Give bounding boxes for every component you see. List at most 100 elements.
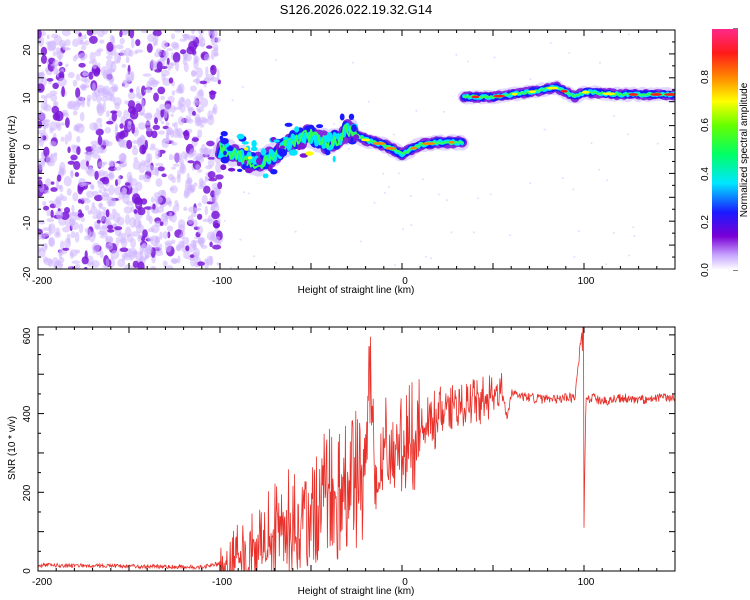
spectrogram-noise-blob	[172, 163, 180, 167]
spectrogram-noise-blob	[169, 185, 178, 194]
spectrogram-blob	[220, 164, 227, 171]
spectrogram-noise-blob	[191, 212, 197, 218]
spectrogram-noise-blob	[119, 37, 125, 45]
spectrogram-noise-blob	[84, 266, 88, 269]
spectrogram-noise-blob	[212, 244, 222, 250]
spectrogram-noise-blob	[183, 250, 190, 260]
spectrogram-blob	[312, 127, 316, 132]
spectrogram-noise-blob	[114, 226, 123, 231]
spectrogram-noise-blob	[103, 188, 110, 192]
spectrogram-noise-blob	[171, 142, 178, 146]
spectrogram-noise-blob	[68, 265, 73, 269]
spectrogram-noise-blob	[70, 144, 77, 149]
spectrogram-noise-blob	[151, 208, 160, 214]
spectrogram-noise-blob	[605, 179, 608, 182]
spectrogram-blob	[270, 151, 275, 158]
spectrogram-noise-blob	[131, 193, 141, 205]
spectrogram-noise-blob	[80, 83, 87, 91]
spectrogram-hot-spot	[372, 142, 386, 145]
spectrogram-blob	[278, 148, 288, 157]
spectrogram-noise-blob	[217, 217, 221, 225]
spectrogram-noise-blob	[96, 102, 105, 114]
spectrogram-noise-blob	[183, 190, 190, 199]
spectrogram-noise-blob	[121, 252, 129, 259]
spectrogram-noise-blob	[38, 120, 43, 129]
spectrogram-noise-blob	[153, 92, 159, 102]
spectrogram-noise-blob	[455, 53, 458, 56]
spectrogram-noise-blob	[81, 256, 89, 265]
bottom-y-tick-label: 400	[22, 405, 33, 422]
spectrogram-noise-blob	[177, 116, 185, 126]
spectrogram-blob	[288, 149, 298, 156]
spectrogram-noise-blob	[150, 143, 156, 148]
spectrogram-hot-spot	[410, 146, 417, 150]
spectrogram-noise-blob	[170, 62, 177, 66]
spectrogram-noise-blob	[135, 103, 143, 113]
spectrogram-noise-blob	[191, 137, 199, 143]
spectrogram-noise-blob	[67, 160, 75, 165]
spectrogram-noise-blob	[119, 247, 129, 252]
spectrogram-noise-blob	[187, 35, 197, 41]
spectrogram-noise-blob	[210, 202, 220, 213]
bottom-x-tick-label: -100	[212, 577, 232, 588]
top-y-tick-label: 0	[22, 144, 33, 150]
spectrogram-noise-blob	[102, 87, 108, 98]
spectrogram-noise-blob	[86, 97, 91, 108]
spectrogram-noise-blob	[529, 182, 532, 185]
spectrogram-noise-blob	[51, 105, 60, 114]
spectrogram-noise-blob	[210, 38, 215, 42]
spectrogram-noise-blob	[101, 30, 109, 35]
spectrogram-noise-blob	[168, 77, 174, 84]
spectrogram-noise-blob	[598, 61, 601, 64]
spectrogram-noise-blob	[101, 191, 109, 201]
spectrogram-noise-blob	[60, 211, 70, 220]
spectrogram-noise-blob	[294, 230, 297, 233]
spectrogram-noise-blob	[101, 206, 107, 211]
spectrogram-noise-blob	[95, 224, 101, 230]
spectrogram-noise-blob	[52, 113, 61, 121]
spectrogram-noise-blob	[216, 262, 220, 266]
bottom-x-tick-label: 0	[402, 577, 408, 588]
chart-title: S126.2026.022.19.32.G14	[280, 2, 433, 17]
spectrogram-noise-blob	[86, 261, 95, 267]
bottom-x-axis-label: Height of straight line (km)	[298, 586, 415, 597]
spectrogram-noise-blob	[50, 209, 54, 218]
spectrogram-noise-blob	[628, 254, 630, 257]
spectrogram-noise-blob	[96, 219, 101, 224]
spectrogram-noise-blob	[131, 123, 136, 134]
spectrogram-noise-blob	[46, 34, 50, 40]
spectrogram-noise-blob	[158, 189, 166, 197]
spectrogram-noise-blob	[187, 177, 193, 184]
spectrogram-noise-blob	[64, 207, 70, 214]
spectrogram-blob	[237, 161, 241, 167]
spectrogram-noise-blob	[632, 226, 635, 229]
spectrogram-noise-blob	[131, 231, 141, 237]
spectrogram-noise-blob	[196, 213, 203, 220]
spectrogram-noise-blob	[211, 210, 220, 220]
spectrogram-noise-blob	[141, 244, 146, 249]
spectrogram-noise-blob	[195, 67, 203, 78]
spectrogram-noise-blob	[155, 48, 163, 53]
spectrogram-noise-blob	[152, 124, 160, 130]
spectrogram-noise-blob	[212, 103, 218, 115]
spectrogram-noise-blob	[115, 229, 122, 237]
spectrogram-noise-blob	[141, 98, 145, 108]
spectrogram-noise-blob	[140, 30, 149, 34]
spectrogram-noise-blob	[175, 61, 180, 72]
spectrogram-noise-blob	[76, 146, 81, 156]
spectrogram-noise-blob	[120, 116, 126, 125]
spectrogram-noise-blob	[599, 31, 602, 34]
spectrogram-noise-blob	[96, 48, 104, 52]
spectrogram-ridge-band	[219, 123, 464, 169]
spectrogram-noise-blob	[77, 212, 85, 218]
spectrogram-noise-blob	[127, 91, 136, 100]
spectrogram-noise-blob	[128, 49, 134, 57]
spectrogram-blob	[275, 143, 280, 151]
spectrogram-noise-blob	[58, 166, 64, 176]
spectrogram-noise-blob	[59, 184, 64, 193]
spectrogram-noise-blob	[57, 208, 61, 212]
spectrogram-noise-blob	[61, 86, 65, 98]
spectrogram-noise-blob	[154, 166, 159, 171]
spectrogram-noise-blob	[42, 200, 47, 207]
spectrogram-image	[38, 30, 675, 269]
